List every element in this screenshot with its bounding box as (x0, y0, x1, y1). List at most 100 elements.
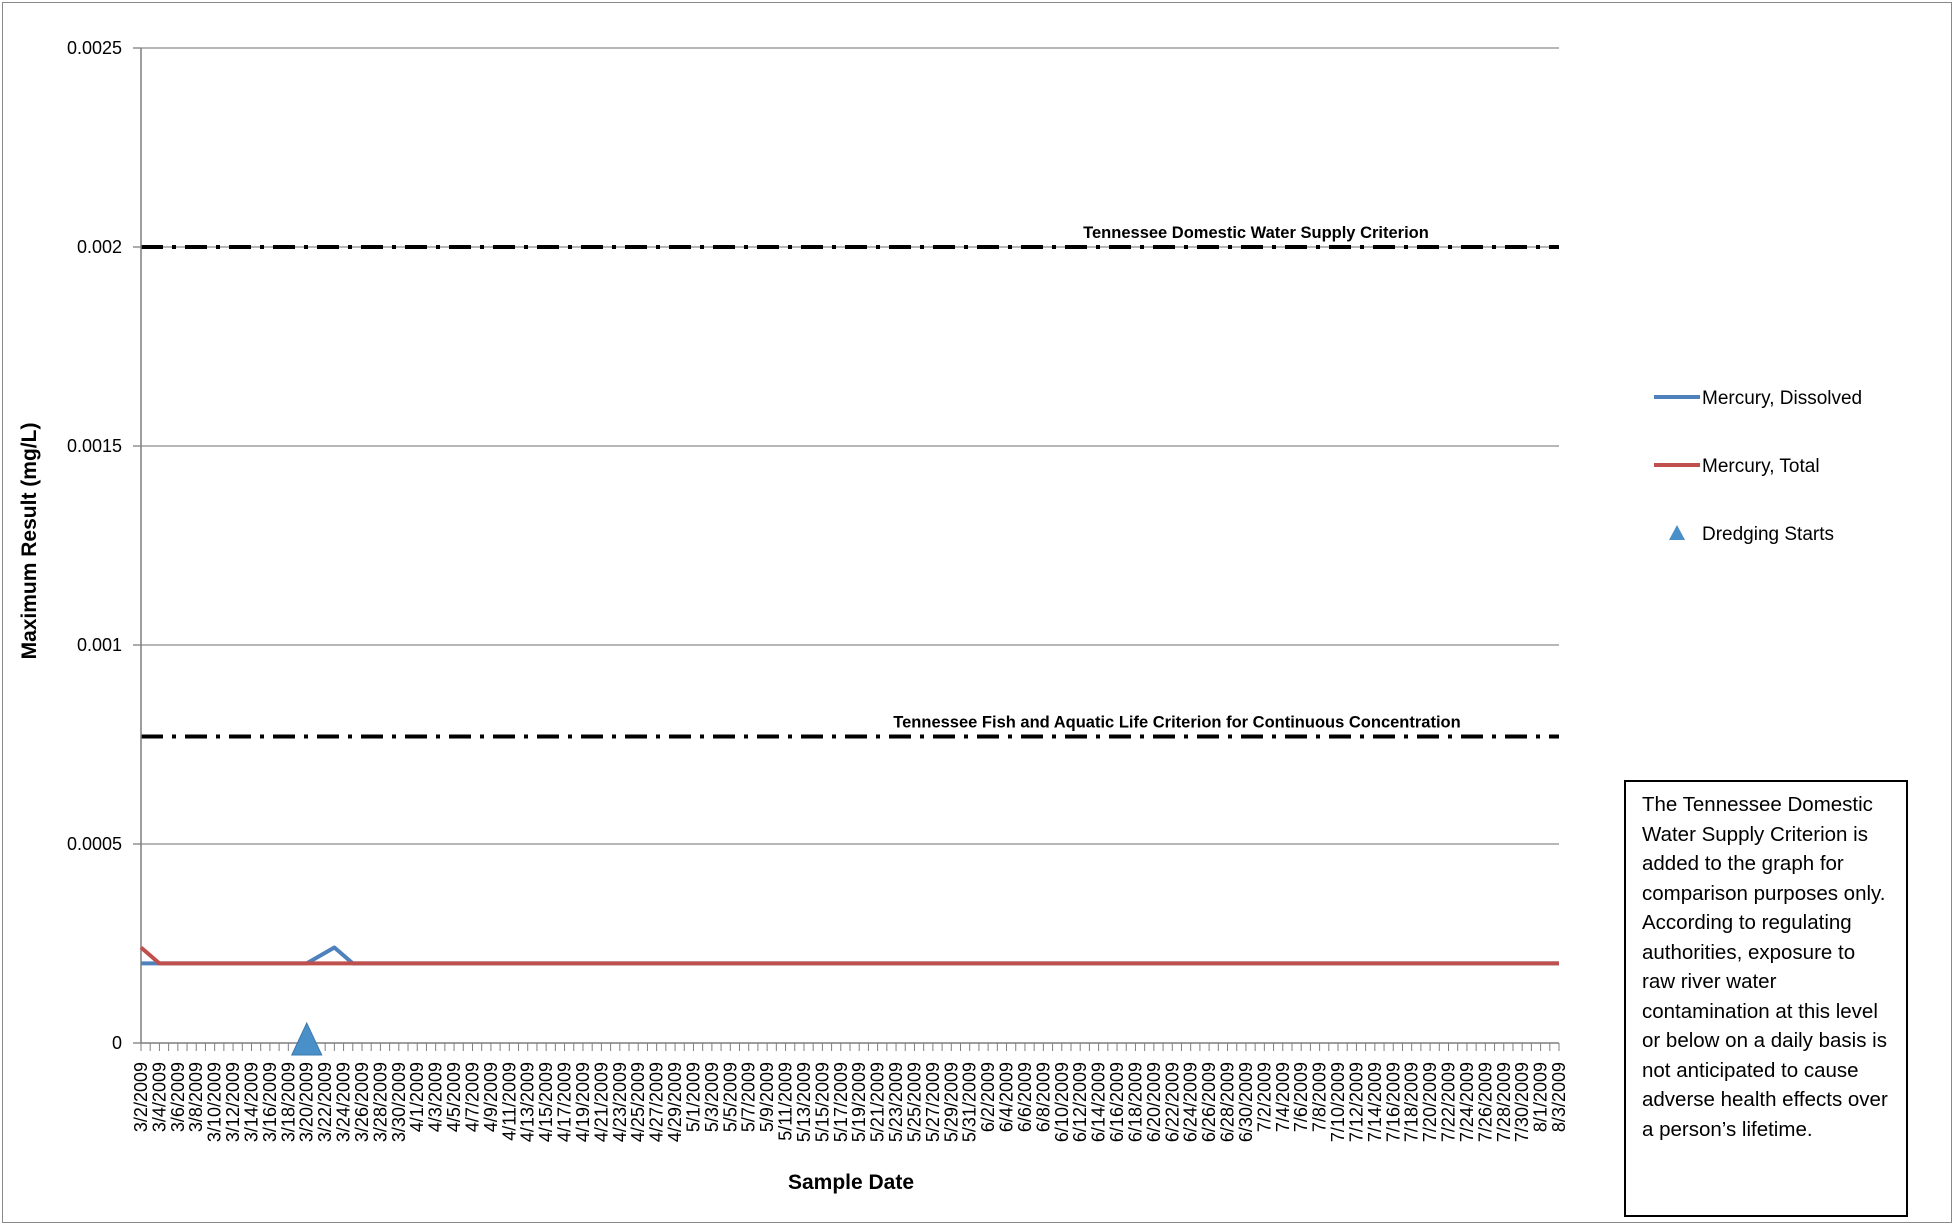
x-tick-label: 4/9/2009 (481, 1062, 501, 1132)
x-tick-label: 5/27/2009 (923, 1062, 943, 1142)
y-tick-label: 0.002 (77, 237, 122, 257)
x-tick-label: 7/22/2009 (1439, 1062, 1459, 1142)
x-tick-label: 5/11/2009 (776, 1062, 796, 1141)
x-tick-label: 6/18/2009 (1125, 1062, 1145, 1142)
y-tick-label: 0.0025 (67, 38, 122, 58)
x-tick-label: 5/17/2009 (831, 1062, 851, 1142)
x-tick-label: 7/16/2009 (1383, 1062, 1403, 1142)
x-tick-label: 7/18/2009 (1402, 1062, 1422, 1142)
x-tick-label: 5/1/2009 (683, 1062, 703, 1132)
criterion-note: The Tennessee Domestic Water Supply Crit… (1624, 780, 1908, 1217)
x-tick-label: 4/21/2009 (591, 1062, 611, 1142)
x-tick-label: 5/7/2009 (739, 1062, 759, 1132)
x-tick-label: 7/20/2009 (1420, 1062, 1440, 1142)
x-tick-label: 6/26/2009 (1199, 1062, 1219, 1142)
x-tick-label: 4/25/2009 (628, 1062, 648, 1142)
x-tick-label: 4/27/2009 (647, 1062, 667, 1142)
x-tick-label: 6/8/2009 (1033, 1062, 1053, 1132)
y-tick-label: 0.0015 (67, 436, 122, 456)
x-tick-label: 4/5/2009 (444, 1062, 464, 1132)
x-tick-label: 6/14/2009 (1089, 1062, 1109, 1142)
x-tick-label: 5/13/2009 (794, 1062, 814, 1142)
x-tick-label: 8/1/2009 (1531, 1062, 1551, 1132)
x-tick-label: 4/19/2009 (573, 1062, 593, 1142)
reference-line-label: Tennessee Fish and Aquatic Life Criterio… (893, 714, 1460, 732)
x-tick-label: 5/31/2009 (960, 1062, 980, 1142)
x-tick-label: 4/23/2009 (610, 1062, 630, 1142)
y-axis-title: Maximum Result (mg/L) (18, 423, 41, 660)
x-tick-label: 4/29/2009 (665, 1062, 685, 1142)
series-line (141, 945, 1559, 966)
x-tick-label: 4/17/2009 (555, 1062, 575, 1142)
series-line (139, 945, 1559, 966)
x-tick-label: 6/30/2009 (1236, 1062, 1256, 1142)
y-tick-label: 0 (112, 1033, 122, 1053)
x-tick-label: 3/30/2009 (389, 1062, 409, 1142)
x-tick-label: 6/16/2009 (1107, 1062, 1127, 1142)
x-tick-label: 6/12/2009 (1070, 1062, 1090, 1142)
x-tick-label: 6/2/2009 (978, 1062, 998, 1132)
axes: 0 0.0005 0.001 0.0015 0.002 0.0025 3/2/20093/4… (67, 38, 1569, 1142)
x-tick-label: 4/11/2009 (499, 1062, 519, 1141)
x-tick-label: 3/4/2009 (149, 1062, 169, 1132)
y-tick-label: 0.0005 (67, 834, 122, 854)
x-tick-label: 7/4/2009 (1273, 1062, 1293, 1132)
x-tick-label: 7/12/2009 (1346, 1062, 1366, 1142)
x-tick-label: 3/14/2009 (241, 1062, 261, 1142)
x-tick-label: 5/21/2009 (868, 1062, 888, 1142)
x-tick-label: 7/28/2009 (1494, 1062, 1514, 1142)
x-tick-label: 7/24/2009 (1457, 1062, 1477, 1142)
x-tick-label: 5/3/2009 (702, 1062, 722, 1132)
x-tick-label: 3/28/2009 (370, 1062, 390, 1142)
x-tick-label: 7/10/2009 (1328, 1062, 1348, 1142)
x-axis-title: Sample Date (788, 1171, 914, 1194)
x-tick-label: 3/10/2009 (205, 1062, 225, 1142)
x-tick-label: 5/15/2009 (812, 1062, 832, 1142)
x-tick-label: 3/8/2009 (186, 1062, 206, 1132)
x-tick-label: 6/24/2009 (1181, 1062, 1201, 1142)
x-tick-label: 5/25/2009 (904, 1062, 924, 1142)
x-tick-label: 6/22/2009 (1162, 1062, 1182, 1142)
x-tick-label: 6/20/2009 (1144, 1062, 1164, 1142)
x-tick-label: 3/2/2009 (131, 1062, 151, 1132)
data-series (139, 945, 1559, 1056)
legend-triangle-icon (1669, 525, 1685, 540)
x-tick-label: 6/4/2009 (997, 1062, 1017, 1132)
x-tick-label: 5/29/2009 (941, 1062, 961, 1142)
reference-line-label: Tennessee Domestic Water Supply Criterio… (1083, 224, 1429, 242)
x-tick-label: 5/19/2009 (849, 1062, 869, 1142)
x-tick-label: 7/8/2009 (1310, 1062, 1330, 1132)
x-tick-label: 3/18/2009 (278, 1062, 298, 1142)
legend-label: Mercury, Total (1702, 456, 1820, 477)
x-tick-label: 3/16/2009 (260, 1062, 280, 1142)
x-tick-label: 3/12/2009 (223, 1062, 243, 1142)
x-tick-label: 3/6/2009 (168, 1062, 188, 1132)
legend-label: Mercury, Dissolved (1702, 388, 1862, 409)
x-tick-label: 4/3/2009 (426, 1062, 446, 1132)
x-tick-label: 5/23/2009 (886, 1062, 906, 1142)
legend-label: Dredging Starts (1702, 524, 1834, 545)
x-tick-label: 4/1/2009 (407, 1062, 427, 1132)
legend: Mercury, Dissolved Mercury, Total Dredging… (1654, 388, 1862, 545)
x-tick-label: 6/10/2009 (1052, 1062, 1072, 1142)
x-tick-label: 5/9/2009 (757, 1062, 777, 1132)
x-tick-label: 3/26/2009 (352, 1062, 372, 1142)
x-tick-label: 3/24/2009 (334, 1062, 354, 1142)
x-tick-label: 7/2/2009 (1254, 1062, 1274, 1132)
x-tick-label: 7/30/2009 (1512, 1062, 1532, 1142)
x-tick-label: 4/7/2009 (462, 1062, 482, 1132)
x-tick-label: 4/15/2009 (536, 1062, 556, 1142)
x-tick-label: 4/13/2009 (518, 1062, 538, 1142)
x-tick-label: 3/20/2009 (297, 1062, 317, 1142)
x-tick-label: 7/6/2009 (1291, 1062, 1311, 1132)
y-tick-label: 0.001 (77, 635, 122, 655)
reference-lines: Tennessee Domestic Water Supply Criterio… (141, 224, 1559, 739)
x-tick-label: 6/6/2009 (1015, 1062, 1035, 1132)
x-tick-label: 6/28/2009 (1218, 1062, 1238, 1142)
gridlines (141, 47, 1559, 845)
dredging-starts-marker (290, 1021, 323, 1056)
x-tick-label: 3/22/2009 (315, 1062, 335, 1142)
x-tick-label: 7/26/2009 (1475, 1062, 1495, 1142)
x-tick-label: 7/14/2009 (1365, 1062, 1385, 1142)
